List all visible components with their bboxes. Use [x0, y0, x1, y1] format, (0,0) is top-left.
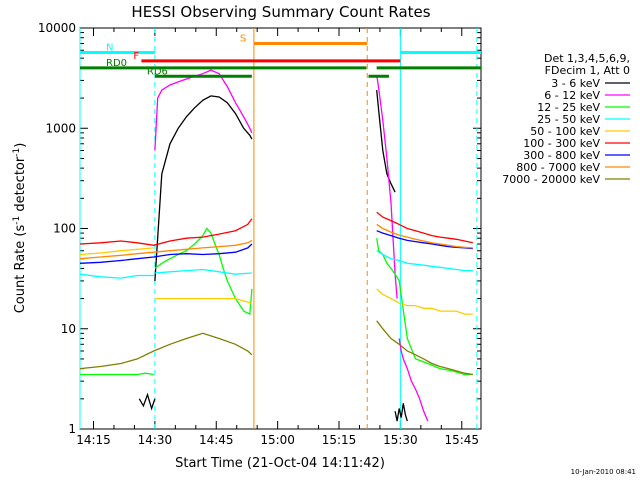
- series-line: [138, 392, 156, 411]
- legend-entry-label: 12 - 25 keV: [537, 101, 600, 114]
- series-line: [79, 273, 154, 279]
- series-line: [376, 211, 473, 244]
- y-axis-label: Count Rate (s-1 detector-1): [12, 143, 28, 314]
- legend-entry-label: 800 - 7000 keV: [516, 161, 600, 174]
- chart-title: HESSI Observing Summary Count Rates: [131, 3, 430, 21]
- y-tick-label: 10000: [38, 21, 76, 35]
- flag-label: F: [133, 51, 139, 62]
- flag-label: S: [240, 34, 246, 45]
- series-line: [376, 320, 473, 376]
- footer-date: 10-Jan-2010 08:41: [571, 468, 636, 476]
- flag-label: RD6: [147, 66, 168, 77]
- series-line: [79, 247, 154, 256]
- x-tick-label: 14:45: [199, 433, 234, 447]
- series-line: [394, 403, 408, 422]
- series-line: [154, 95, 253, 281]
- x-axis-label: Start Time (21-Oct-04 14:11:42): [175, 456, 385, 471]
- series-line: [79, 332, 253, 370]
- series-line: [376, 238, 473, 376]
- x-tick-label: 14:15: [76, 433, 111, 447]
- legend-header: Det 1,3,4,5,6,9,: [544, 52, 630, 65]
- series-line: [79, 243, 253, 264]
- series-line: [376, 288, 473, 315]
- y-tick-label: 1000: [45, 121, 76, 135]
- flag-bars: N S F RD0 RD6: [80, 34, 481, 78]
- series-line: [79, 239, 253, 260]
- flag-label: N: [106, 42, 113, 53]
- series-line: [376, 74, 398, 299]
- series-line: [154, 69, 253, 151]
- x-tick-label: 14:30: [138, 433, 173, 447]
- axis-ticks: 14:15 14:30 14:45 15:00 15:15 15:30 15:45 1 10 10…: [38, 21, 481, 447]
- y-tick-label: 100: [53, 222, 76, 236]
- legend: Det 1,3,4,5,6,9,FDecim 1, Att 03 - 6 keV…: [502, 52, 630, 186]
- time-markers: [79, 28, 478, 429]
- plot-area: 14:15 14:30 14:45 15:00 15:15 15:30 15:45 1 10 10…: [38, 21, 482, 447]
- series-line: [398, 338, 429, 422]
- series-lines: [79, 69, 473, 422]
- legend-entry-label: 7000 - 20000 keV: [502, 173, 600, 186]
- y-tick-label: 1: [68, 422, 76, 436]
- legend-entry-label: 100 - 300 keV: [523, 137, 600, 150]
- series-line: [376, 223, 473, 249]
- y-tick-label: 10: [61, 322, 76, 336]
- legend-entry-label: 25 - 50 keV: [537, 113, 600, 126]
- legend-header: FDecim 1, Att 0: [545, 64, 630, 77]
- x-tick-label: 15:00: [260, 433, 295, 447]
- legend-entry-label: 300 - 800 keV: [523, 149, 600, 162]
- legend-entry-label: 6 - 12 keV: [544, 89, 600, 102]
- legend-entry-label: 3 - 6 keV: [551, 77, 600, 90]
- flag-label: RD0: [106, 58, 127, 69]
- series-line: [79, 218, 253, 246]
- series-line: [154, 227, 253, 316]
- plot-frame: [79, 27, 482, 430]
- series-line: [376, 90, 396, 193]
- series-line: [154, 297, 253, 304]
- series-line: [80, 372, 154, 376]
- series-line: [376, 250, 473, 272]
- series-line: [376, 230, 473, 250]
- series-line: [154, 268, 252, 275]
- x-tick-label: 15:45: [444, 433, 479, 447]
- x-tick-label: 15:30: [383, 433, 418, 447]
- legend-entry-label: 50 - 100 keV: [530, 125, 600, 138]
- x-tick-label: 15:15: [322, 433, 357, 447]
